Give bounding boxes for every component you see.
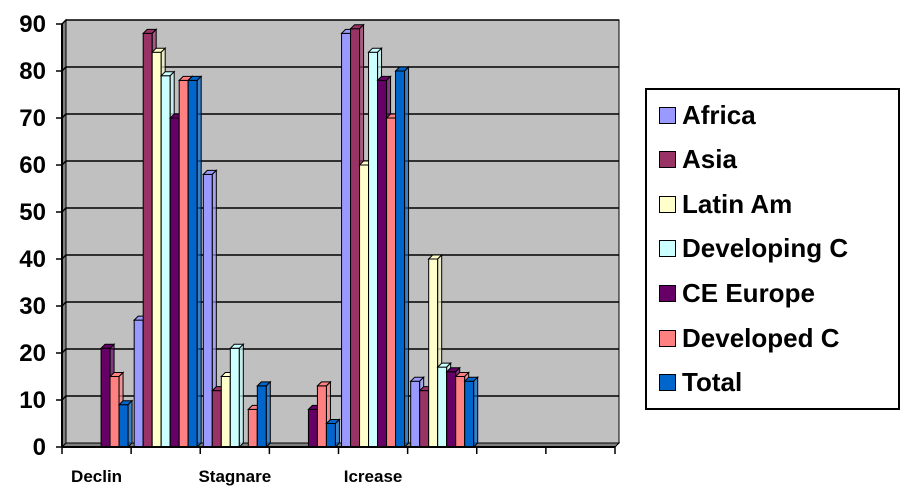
bar [109,376,120,448]
legend-item: Asia [659,140,737,180]
legend-label: Asia [682,144,737,175]
y-tick-label: 60 [19,152,46,179]
legend-item: Latin Am [659,184,792,224]
bar [118,404,129,448]
y-tick-label: 90 [19,11,46,38]
bar [455,376,466,448]
gridline [61,19,619,25]
legend-label: CE Europe [682,277,815,308]
y-tick-label: 30 [19,293,46,320]
y-tick-label: 80 [19,58,46,85]
legend-item: CE Europe [659,273,815,313]
legend-swatch [659,151,676,169]
bar [316,385,327,448]
bar [202,173,213,448]
bar [350,28,361,448]
gridline [61,207,619,213]
bar-side [265,380,271,449]
gridline [61,66,619,72]
bar [211,390,222,448]
bar [410,380,421,448]
legend-label: Developed C [682,322,840,353]
bar-side [238,343,244,449]
y-tick-label: 70 [19,105,46,132]
bar-side [473,375,479,449]
legend-swatch [659,106,676,124]
bar [178,79,189,448]
bar [437,366,448,448]
legend-item: Developed C [659,318,840,358]
legend-swatch [659,240,676,258]
bar [341,32,352,448]
bar [464,380,475,448]
y-tick-labels: 0 10 20 30 40 50 60 70 80 90 [19,11,46,461]
bar-side [127,399,133,449]
legend-item: Developing C [659,229,848,269]
y-tick-label: 0 [33,434,46,461]
legend-swatch [659,284,676,302]
legend-swatch [659,374,676,392]
bar [256,385,267,448]
x-tick-labels: Declin Stagnare Icrease [71,467,402,486]
gridline [61,113,619,119]
bar-side [196,75,202,449]
bar [428,258,439,448]
bar [368,51,379,448]
legend-item: Total [659,363,742,403]
y-tick-label: 40 [19,246,46,273]
bar [160,75,171,448]
bar [325,423,336,448]
bar [359,164,370,448]
bar-side [404,65,410,449]
legend-label: Africa [682,99,756,130]
y-tick-label: 10 [19,387,46,414]
axes [61,24,616,454]
bar [419,390,430,448]
x-tick-label: Stagnare [198,467,271,486]
y-tick-label: 20 [19,340,46,367]
bar [142,32,153,448]
bar [446,371,457,448]
legend-label: Latin Am [682,188,793,219]
legend-label: Developing C [682,233,849,264]
bar-side [334,418,340,449]
legend-item: Africa [659,95,756,135]
bar [100,347,111,448]
bar [220,376,231,448]
bar [247,408,258,448]
y-tick-label: 50 [19,199,46,226]
bar [386,117,397,448]
gridline [61,160,619,166]
x-tick-label: Icrease [344,467,403,486]
bar [133,319,144,448]
legend-label: Total [682,367,743,398]
legend-swatch [659,195,676,213]
bar [187,79,198,448]
legend: Africa Asia Latin Am Developing C CE Europe D… [645,88,900,410]
bar [169,117,180,448]
bars [99,23,479,449]
legend-swatch [659,329,676,347]
bar [229,347,240,448]
bar [377,79,388,448]
bar [395,70,406,448]
bar [151,51,162,448]
x-tick-label: Declin [71,467,122,486]
bar [307,408,318,448]
